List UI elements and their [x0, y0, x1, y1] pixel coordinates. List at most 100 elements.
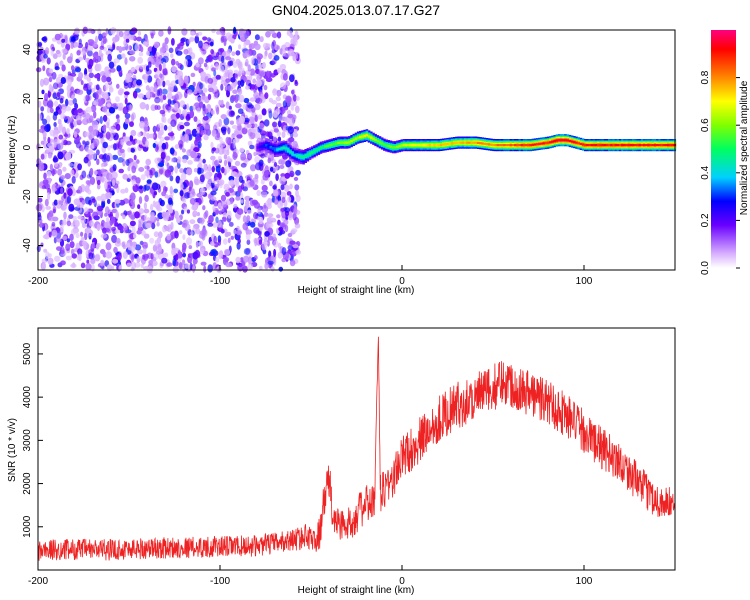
signal-cell	[284, 147, 288, 150]
noise-cell	[158, 88, 163, 96]
noise-cell	[276, 214, 281, 219]
noise-cell	[88, 134, 93, 140]
noise-cell	[269, 180, 273, 187]
noise-cell	[85, 146, 89, 153]
noise-cell	[288, 118, 295, 127]
noise-cell	[133, 154, 137, 161]
noise-cell	[218, 99, 222, 106]
signal-cell	[481, 142, 484, 145]
noise-cell	[66, 196, 72, 204]
noise-cell	[61, 38, 66, 43]
noise-cell	[254, 238, 258, 247]
noise-cell	[159, 199, 165, 207]
signal-cell	[470, 141, 473, 144]
signal-cell	[660, 144, 663, 147]
noise-cell	[202, 205, 206, 211]
noise-cell	[40, 106, 45, 112]
noise-cell	[200, 261, 207, 266]
snr-x-label: Height of straight line (km)	[298, 585, 415, 596]
noise-cell	[225, 32, 232, 40]
noise-cell	[105, 131, 111, 140]
noise-cell	[134, 43, 140, 52]
noise-cell	[54, 33, 61, 41]
signal-cell	[662, 144, 666, 147]
noise-cell	[40, 242, 44, 248]
noise-cell	[292, 114, 297, 121]
noise-cell	[96, 196, 103, 201]
signal-cell	[669, 144, 672, 147]
noise-cell	[207, 37, 211, 42]
noise-cell	[43, 54, 48, 59]
noise-cell	[217, 227, 224, 232]
noise-cell	[246, 123, 253, 128]
noise-cell	[246, 152, 253, 161]
noise-cell	[263, 84, 268, 91]
signal-cell	[461, 141, 465, 144]
noise-cell	[207, 104, 211, 113]
noise-cell	[84, 232, 88, 241]
noise-cell	[222, 212, 228, 218]
noise-cell	[199, 174, 205, 183]
signal-cell	[398, 145, 401, 148]
noise-cell	[269, 29, 275, 35]
noise-cell	[273, 248, 277, 258]
noise-cell	[105, 70, 110, 79]
noise-cell	[107, 144, 111, 151]
noise-cell	[267, 131, 273, 138]
noise-cell	[254, 103, 261, 111]
noise-cell	[129, 220, 136, 227]
noise-cell	[67, 79, 72, 86]
signal-cell	[291, 152, 294, 155]
signal-cell	[575, 141, 578, 144]
noise-cell	[295, 194, 301, 203]
noise-cell	[242, 186, 249, 192]
noise-cell	[236, 242, 241, 250]
signal-cell	[586, 144, 589, 147]
noise-cell	[217, 170, 221, 179]
noise-cell	[75, 198, 81, 206]
noise-cell	[129, 49, 136, 55]
noise-cell	[121, 241, 126, 248]
noise-cell	[263, 54, 267, 60]
noise-cell	[207, 77, 214, 84]
noise-cell	[117, 225, 124, 231]
noise-cell	[243, 77, 248, 82]
noise-cell	[149, 167, 156, 176]
noise-cell	[106, 103, 112, 108]
noise-cell	[76, 89, 84, 95]
noise-cell	[179, 168, 185, 174]
noise-cell	[272, 185, 277, 190]
noise-cell	[94, 93, 99, 100]
signal-cell	[287, 148, 290, 152]
noise-cell	[130, 148, 135, 153]
noise-cell	[116, 103, 121, 107]
signal-cell	[601, 144, 605, 147]
noise-cell	[294, 184, 300, 191]
snr-y-label: SNR (10 * v/v)	[7, 418, 18, 482]
signal-cell	[568, 139, 572, 143]
signal-cell	[463, 141, 467, 144]
noise-cell	[266, 239, 270, 247]
noise-cell	[64, 152, 72, 161]
noise-cell	[88, 72, 95, 79]
noise-cell	[220, 126, 227, 132]
noise-cell	[100, 259, 105, 267]
noise-cell	[122, 173, 129, 180]
noise-cell	[255, 97, 263, 105]
noise-cell	[61, 235, 68, 241]
noise-cell	[84, 196, 91, 205]
signal-cell	[618, 144, 622, 147]
noise-cell	[283, 184, 290, 192]
noise-cell	[109, 211, 113, 217]
noise-cell	[157, 122, 164, 129]
signal-cell	[597, 144, 600, 147]
noise-cell	[181, 209, 185, 215]
colorbar: 0.0 0.2 0.4 0.6 0.8 Normalized spectral ampl…	[700, 30, 750, 275]
signal-cell	[551, 140, 554, 143]
noise-cell	[145, 91, 151, 99]
noise-cell	[237, 238, 241, 245]
signal-cell	[256, 146, 259, 149]
noise-cell	[60, 77, 66, 84]
signal-cell	[383, 143, 386, 146]
noise-cell	[269, 166, 274, 172]
